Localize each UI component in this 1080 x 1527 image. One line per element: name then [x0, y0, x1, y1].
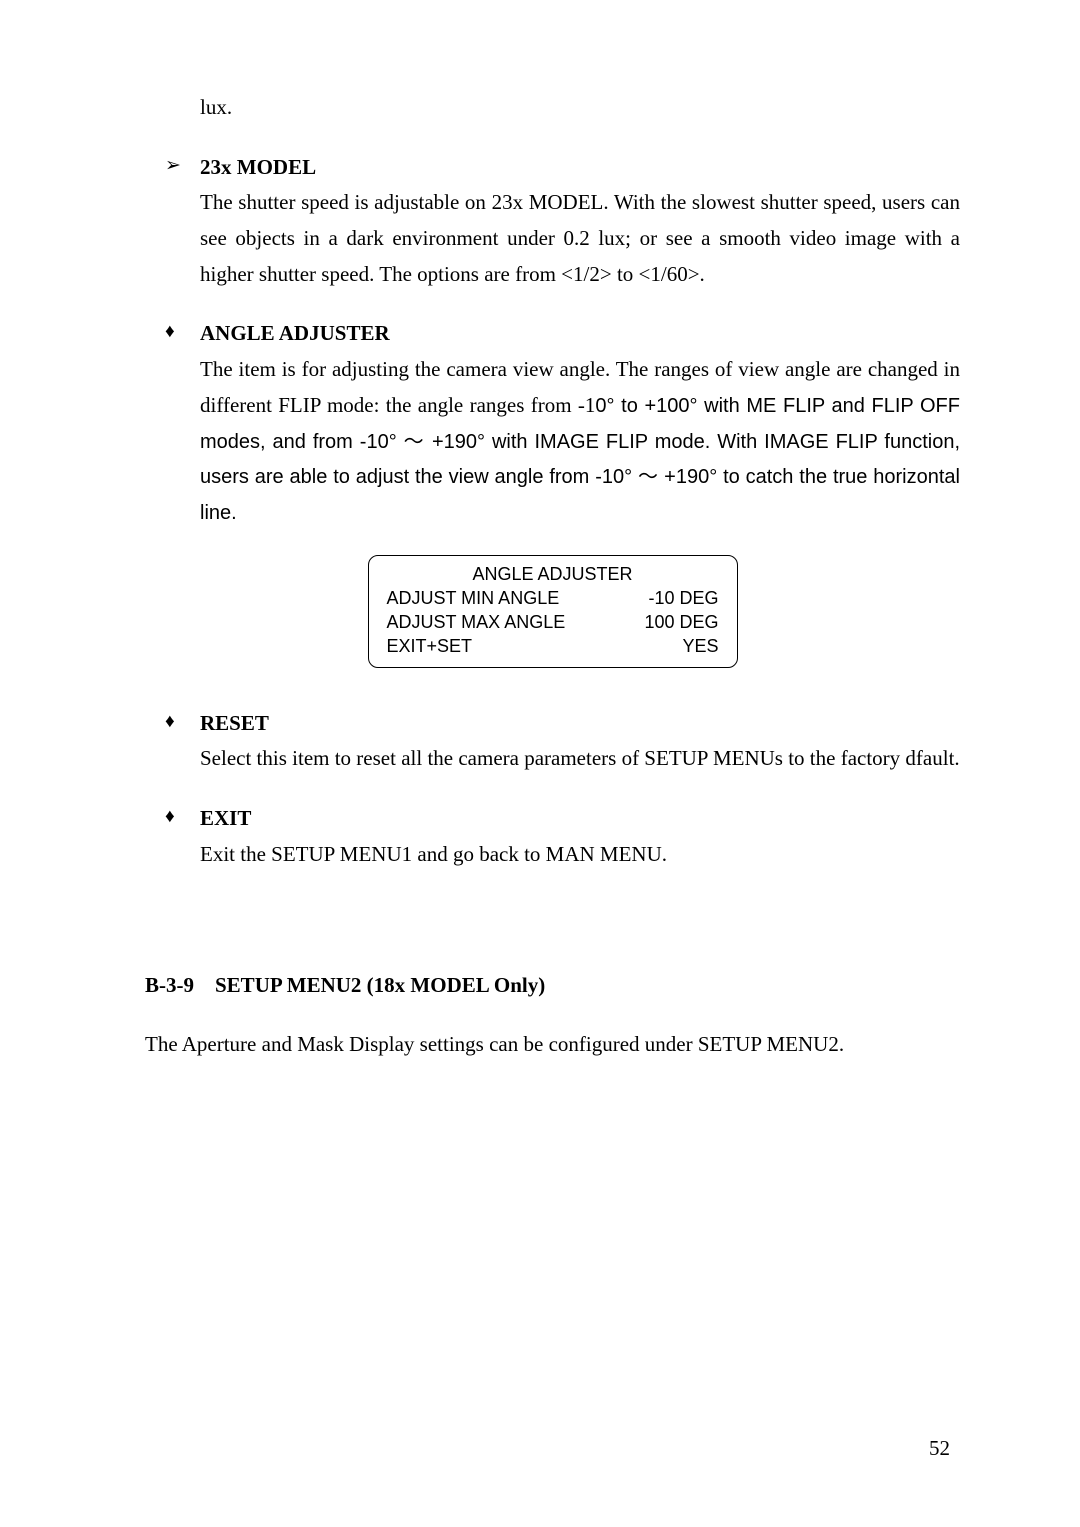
section-title: SETUP MENU2 (18x MODEL Only) — [215, 968, 545, 1004]
arrow-bullet-icon: ➢ — [165, 150, 200, 182]
angle-row3-value: YES — [682, 634, 718, 658]
diamond-bullet-icon: ♦ — [165, 706, 200, 738]
angle-row1-label: ADJUST MIN ANGLE — [387, 586, 560, 610]
exit-para: Exit the SETUP MENU1 and go back to MAN … — [200, 837, 960, 873]
angle-para: The item is for adjusting the camera vie… — [200, 352, 960, 530]
diamond-bullet-icon: ♦ — [165, 316, 200, 348]
page-number: 52 — [929, 1431, 950, 1467]
angle-row3-label: EXIT+SET — [387, 634, 473, 658]
angle-adjuster-box: ANGLE ADJUSTER ADJUST MIN ANGLE -10 DEG … — [368, 555, 738, 668]
reset-heading: ♦ RESET — [165, 706, 960, 742]
section-heading: B-3-9 SETUP MENU2 (18x MODEL Only) — [145, 968, 960, 1004]
angle-box-row1: ADJUST MIN ANGLE -10 DEG — [387, 586, 719, 610]
angle-box-row2: ADJUST MAX ANGLE 100 DEG — [387, 610, 719, 634]
angle-box-row3: EXIT+SET YES — [387, 634, 719, 658]
angle-row1-value: -10 DEG — [648, 586, 718, 610]
angle-title: ANGLE ADJUSTER — [200, 316, 390, 352]
exit-title: EXIT — [200, 801, 251, 837]
angle-row2-label: ADJUST MAX ANGLE — [387, 610, 566, 634]
model23x-para: The shutter speed is adjustable on 23x M… — [200, 185, 960, 292]
reset-para: Select this item to reset all the camera… — [200, 741, 960, 777]
angle-row2-value: 100 DEG — [644, 610, 718, 634]
angle-heading: ♦ ANGLE ADJUSTER — [165, 316, 960, 352]
angle-box-title: ANGLE ADJUSTER — [387, 562, 719, 586]
diamond-bullet-icon: ♦ — [165, 801, 200, 833]
model23x-title: 23x MODEL — [200, 150, 316, 186]
section-number: B-3-9 — [145, 968, 215, 1004]
exit-heading: ♦ EXIT — [165, 801, 960, 837]
lux-text: lux. — [200, 90, 960, 126]
section-para: The Aperture and Mask Display settings c… — [145, 1027, 960, 1063]
reset-title: RESET — [200, 706, 269, 742]
model23x-heading: ➢ 23x MODEL — [165, 150, 960, 186]
